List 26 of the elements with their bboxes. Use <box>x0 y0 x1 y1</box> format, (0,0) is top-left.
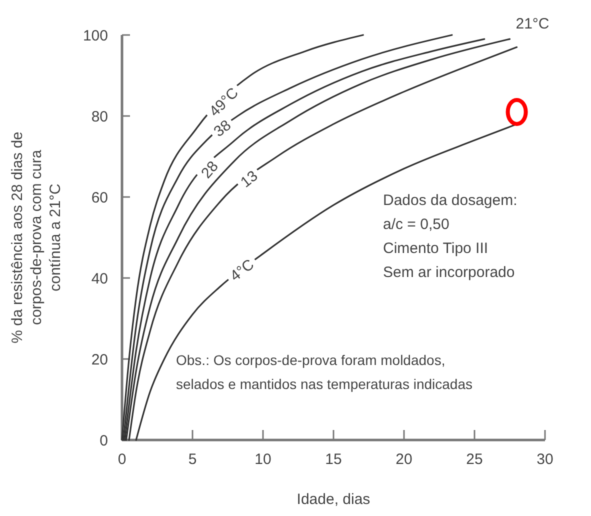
y-axis-title: % da resistência aos 28 dias de corpos-de-prova com cura contínua a 21°C <box>9 132 64 344</box>
annotation: Sem ar incorporado <box>383 264 515 281</box>
annotation: Cimento Tipo III <box>383 240 488 257</box>
y-tick-label: 20 <box>91 351 108 368</box>
x-tick-label: 25 <box>466 451 483 468</box>
text: 4°C <box>227 256 258 285</box>
x-tick-label: 15 <box>325 451 342 468</box>
x-tick-label: 0 <box>118 451 126 468</box>
x-tick-label: 10 <box>254 451 272 468</box>
y-tick-label: 80 <box>91 108 108 126</box>
annotation: Obs.: Os corpos-de-prova foram moldados, <box>176 352 446 368</box>
y-tick-label: 60 <box>91 189 108 206</box>
x-tick-label: 5 <box>188 451 197 468</box>
annotation: Dados da dosagem: <box>383 192 518 209</box>
text: 38 <box>210 116 234 141</box>
y-tick-label: 40 <box>91 270 108 288</box>
text: 13 <box>238 168 262 192</box>
text: 28 <box>198 158 222 182</box>
y-tick-label: 0 <box>100 432 108 450</box>
x-tick-label: 20 <box>396 451 412 468</box>
y-tick-label: 100 <box>82 27 108 44</box>
annotation: a/c = 0,50 <box>383 216 450 233</box>
series-label: 21°C <box>516 15 550 32</box>
x-tick-label: 30 <box>536 451 554 468</box>
x-axis-title: Idade, dias <box>296 491 370 508</box>
annotation: selados e mantidos nas temperaturas indicadas <box>176 376 473 392</box>
